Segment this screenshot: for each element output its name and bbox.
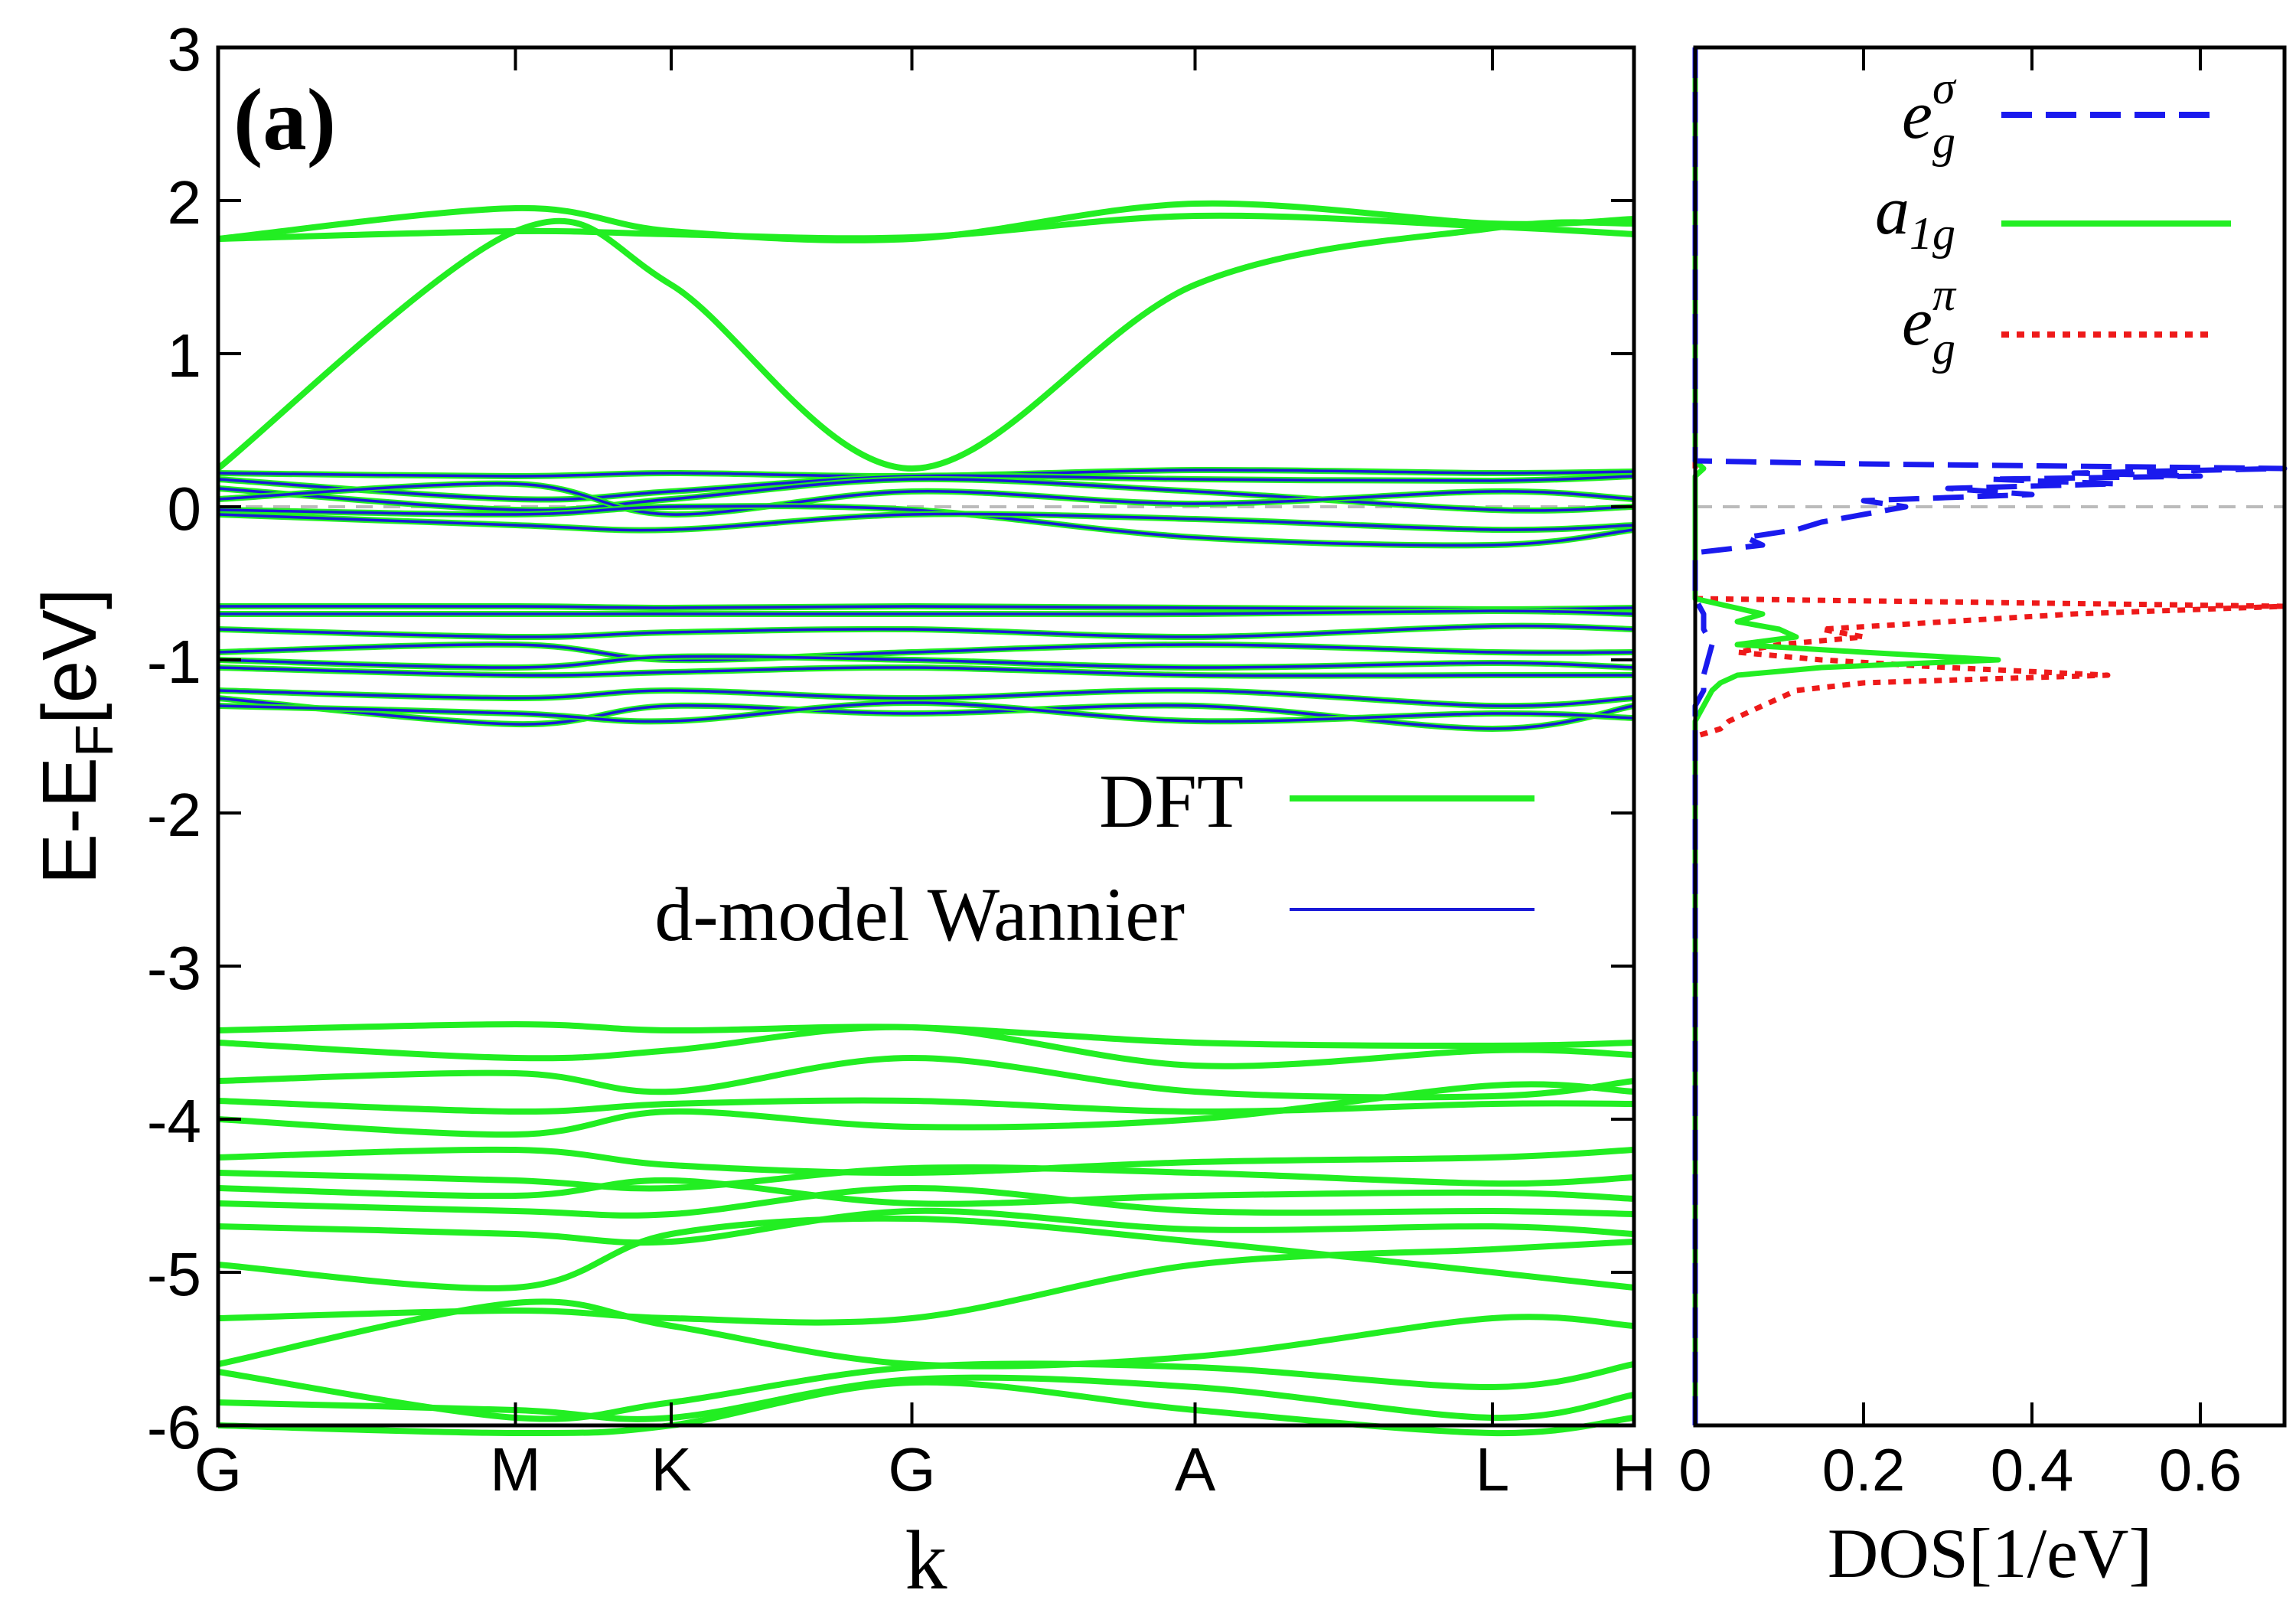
dos-xtick-label: 0.2 (1822, 1436, 1905, 1503)
wannier-band-w5 (217, 504, 1635, 547)
dos-legend: egσ a1g egπ (1875, 63, 2231, 374)
wannier-band-w4 (217, 482, 1635, 516)
y-label-tail: [eV] (27, 588, 113, 724)
band-y-axis-label: E-EF[eV] (27, 588, 124, 884)
dos-curve-eg_sigma (1692, 47, 2288, 1425)
band-y-ticks: 3 2 1 0 -1 -2 -3 -4 -5 -6 (147, 15, 1634, 1461)
kpoint-label: H (1612, 1435, 1656, 1503)
dft-band-dispersive (216, 217, 1635, 472)
dft-band-c11 (217, 1215, 1635, 1291)
legend-a1g-label: a1g (1875, 173, 1955, 259)
y-label-sub: F (64, 724, 124, 757)
legend-dft-label: DFT (1099, 759, 1244, 844)
kpoint-label: G (888, 1435, 935, 1503)
dft-band-c6 (217, 1146, 1635, 1177)
wannier-band-w6 (217, 512, 1635, 532)
wannier-band-w9 (217, 624, 1635, 638)
wannier-band-w3 (217, 478, 1635, 512)
band-ytick-label: -4 (147, 1087, 201, 1155)
band-ytick-label: 3 (168, 15, 202, 83)
band-ytick-label: 0 (168, 475, 202, 543)
kpoint-label: A (1175, 1435, 1216, 1503)
band-ytick-label: 1 (168, 322, 202, 390)
wannier-band-w2 (217, 474, 1635, 501)
dft-band-c12 (217, 1239, 1635, 1326)
dos-curve-eg_pi (1692, 47, 2288, 1425)
dos-lines-layer (1692, 47, 2288, 1425)
kpoint-label: K (651, 1435, 691, 1503)
wannier-band-w10 (217, 643, 1635, 661)
band-ytick-label: -6 (147, 1393, 201, 1461)
dft-band-c5 (217, 1081, 1635, 1138)
dft-band-c16 (217, 1379, 1635, 1437)
dos-xtick-label: 0 (1678, 1436, 1711, 1503)
dft-band-c4 (217, 1097, 1635, 1115)
dft-band-c3 (217, 1054, 1635, 1101)
kpoint-label: L (1476, 1435, 1510, 1503)
band-ytick-label: -5 (147, 1240, 201, 1308)
legend-eg-sigma-label: egσ (1902, 63, 1957, 167)
band-x-axis-label: k (905, 1513, 947, 1603)
band-plot-frame (216, 45, 1636, 1428)
svg-text:E-EF[eV]: E-EF[eV] (27, 588, 124, 884)
kpoint-label: G (194, 1435, 242, 1503)
band-ytick-label: -1 (147, 628, 201, 696)
dft-band-c9 (217, 1184, 1635, 1219)
band-ytick-label: 2 (168, 168, 202, 237)
dos-x-ticks: 0 0.2 0.4 0.6 (1678, 47, 2242, 1503)
dos-x-axis-label: DOS[1/eV] (1828, 1514, 2152, 1592)
dft-band-c15 (217, 1374, 1635, 1422)
dft-band-c8 (217, 1177, 1635, 1207)
kpoint-label: M (490, 1435, 541, 1503)
wannier-band-w14 (217, 697, 1635, 730)
wannier-band-w15 (217, 701, 1635, 723)
dft-band-c10 (217, 1207, 1635, 1246)
dos-xtick-label: 0.4 (1991, 1436, 2073, 1503)
band-ytick-label: -3 (147, 934, 201, 1002)
legend-eg-pi-label: egπ (1902, 269, 1957, 374)
dos-panel: 0 0.2 0.4 0.6 DOS[1/eV] egσ a1g egπ (1678, 45, 2288, 1592)
dft-band-upper-flat-2 (217, 212, 1635, 242)
band-lines-layer (216, 200, 1635, 1437)
dft-band-c14 (217, 1360, 1635, 1422)
dos-xtick-label: 0.6 (2159, 1436, 2242, 1503)
dos-plot-frame (1693, 45, 2287, 1428)
panel-label: (a) (233, 71, 336, 168)
legend-wannier-label: d-model Wannier (654, 872, 1185, 957)
dft-band-c7 (217, 1164, 1635, 1192)
wannier-band-w12 (217, 666, 1634, 677)
wannier-band-w11 (217, 655, 1635, 669)
wannier-band-w8 (218, 609, 1635, 616)
y-label-main: E-E (27, 757, 113, 885)
dft-band-c2 (217, 1024, 1635, 1069)
wannier-band-w13 (217, 689, 1635, 707)
band-ytick-label: -2 (147, 781, 201, 849)
band-legend: DFT d-model Wannier (654, 759, 1534, 957)
